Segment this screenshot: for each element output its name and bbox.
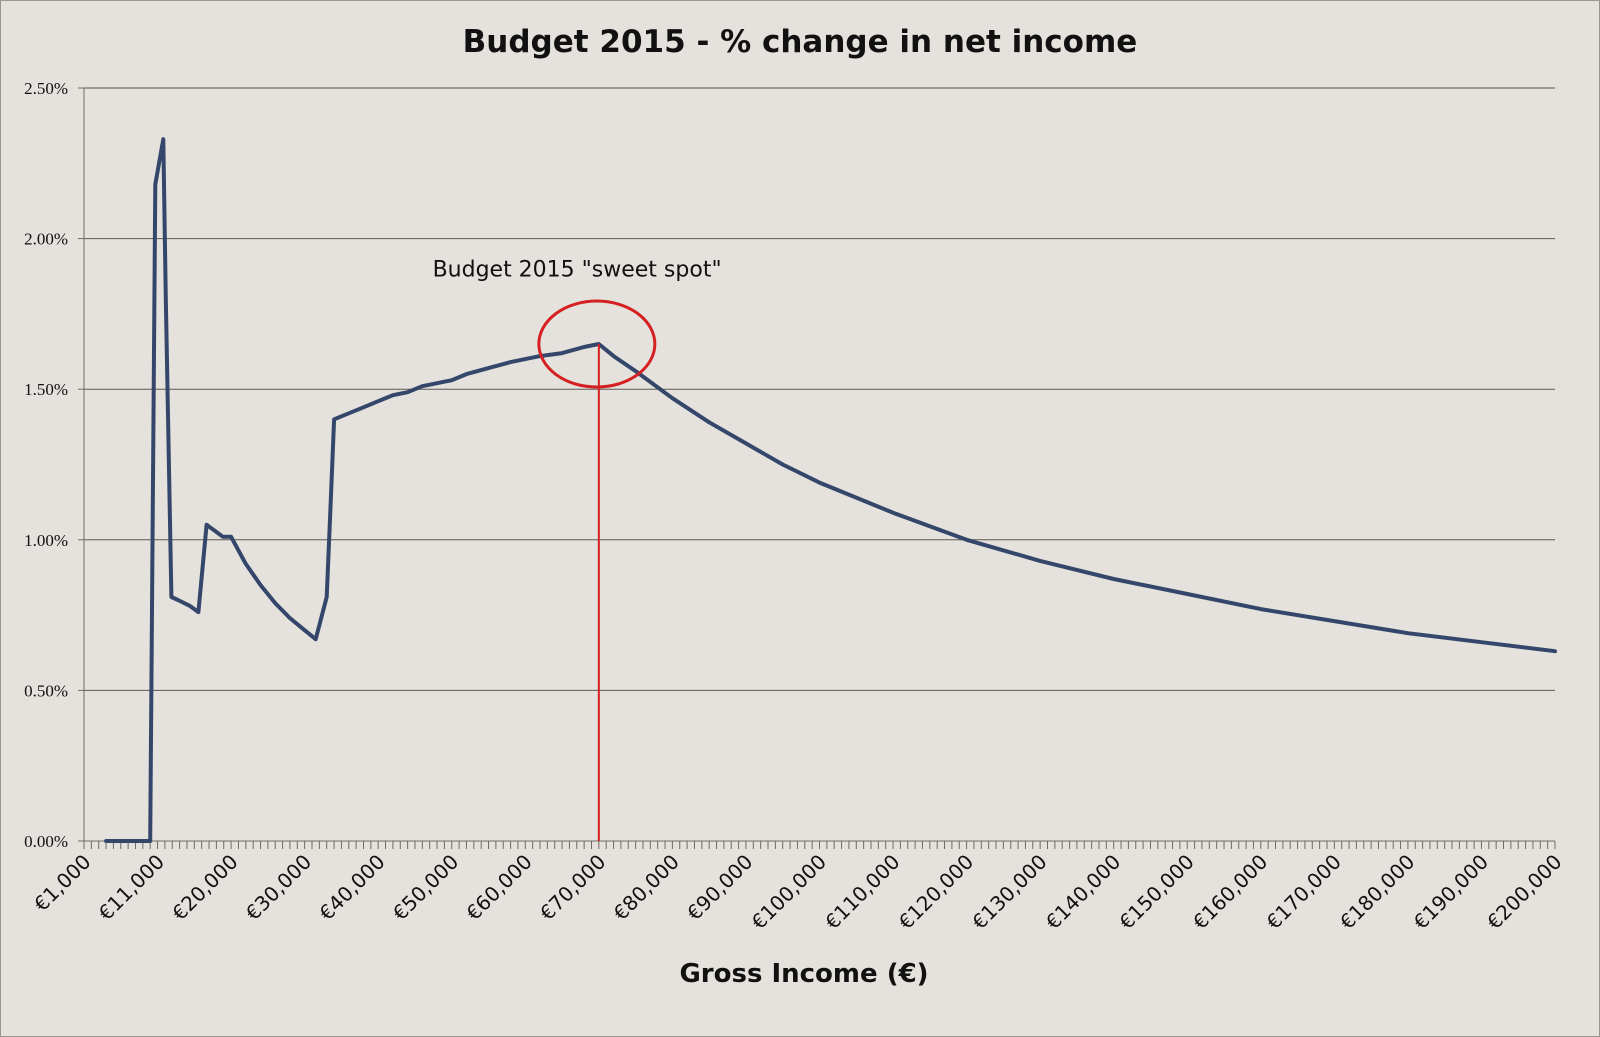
x-tick-label: €160,000 xyxy=(1188,850,1272,934)
x-tick-label: €150,000 xyxy=(1114,850,1198,934)
x-minor-ticks xyxy=(83,841,1556,849)
x-tick-label: €110,000 xyxy=(820,850,904,934)
y-tick-label: 0.00% xyxy=(24,832,68,851)
sweet-spot-circle xyxy=(537,299,657,389)
x-tick-label: €30,000 xyxy=(241,850,316,925)
x-tick-label: €100,000 xyxy=(747,850,831,934)
chart-title: Budget 2015 - % change in net income xyxy=(463,24,1138,60)
x-tick-label: €40,000 xyxy=(314,850,389,925)
x-tick-label: €190,000 xyxy=(1409,850,1493,934)
x-tick-label: €20,000 xyxy=(167,850,242,925)
sweet-spot-annotation-text: Budget 2015 "sweet spot" xyxy=(433,258,722,283)
x-tick-label: €60,000 xyxy=(461,850,536,925)
x-tick-label: €50,000 xyxy=(388,850,463,925)
x-tick-label: €120,000 xyxy=(894,850,978,934)
x-tick-label: €140,000 xyxy=(1041,850,1125,934)
y-tick-label: 1.00% xyxy=(24,531,68,550)
x-tick-label: €170,000 xyxy=(1261,850,1345,934)
annotations: Budget 2015 "sweet spot" xyxy=(433,258,722,841)
y-tick-label: 1.50% xyxy=(24,380,68,399)
y-tick-labels: 0.00% 0.50% 1.00% 1.50% 2.00% 2.50% xyxy=(24,79,68,851)
x-tick-label: €130,000 xyxy=(967,850,1051,934)
series-line xyxy=(104,137,1557,843)
x-tick-label: €70,000 xyxy=(535,850,610,925)
y-tick-label: 2.00% xyxy=(24,230,68,249)
y-tick-label: 2.50% xyxy=(24,79,68,98)
x-tick-label: €200,000 xyxy=(1482,850,1566,934)
x-tick-label: €80,000 xyxy=(608,850,683,925)
series-layer xyxy=(104,137,1557,843)
y-tick-label: 0.50% xyxy=(24,681,68,700)
gridlines xyxy=(78,87,1555,842)
x-tick-label: €11,000 xyxy=(94,850,169,925)
x-tick-labels: €1,000€11,000€20,000€30,000€40,000€50,00… xyxy=(29,850,1566,934)
x-tick-label: €90,000 xyxy=(682,850,757,925)
axes xyxy=(83,88,1555,842)
x-tick-label: €1,000 xyxy=(29,850,95,916)
x-axis-title: Gross Income (€) xyxy=(679,959,928,989)
x-tick-label: €180,000 xyxy=(1335,850,1419,934)
